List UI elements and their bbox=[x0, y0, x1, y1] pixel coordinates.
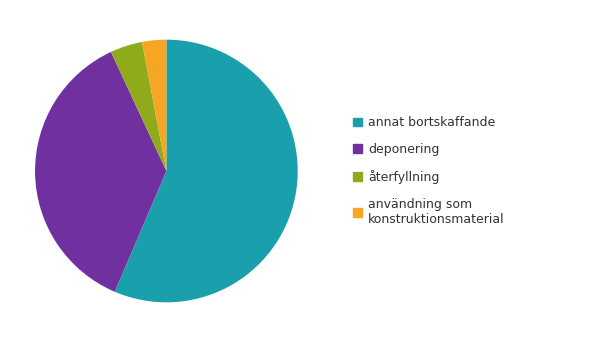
Wedge shape bbox=[115, 40, 298, 302]
Wedge shape bbox=[111, 42, 166, 171]
Wedge shape bbox=[35, 52, 166, 292]
Wedge shape bbox=[142, 40, 166, 171]
Legend: annat bortskaffande, deponering, återfyllning, användning som
konstruktionsmater: annat bortskaffande, deponering, återfyl… bbox=[353, 116, 505, 226]
